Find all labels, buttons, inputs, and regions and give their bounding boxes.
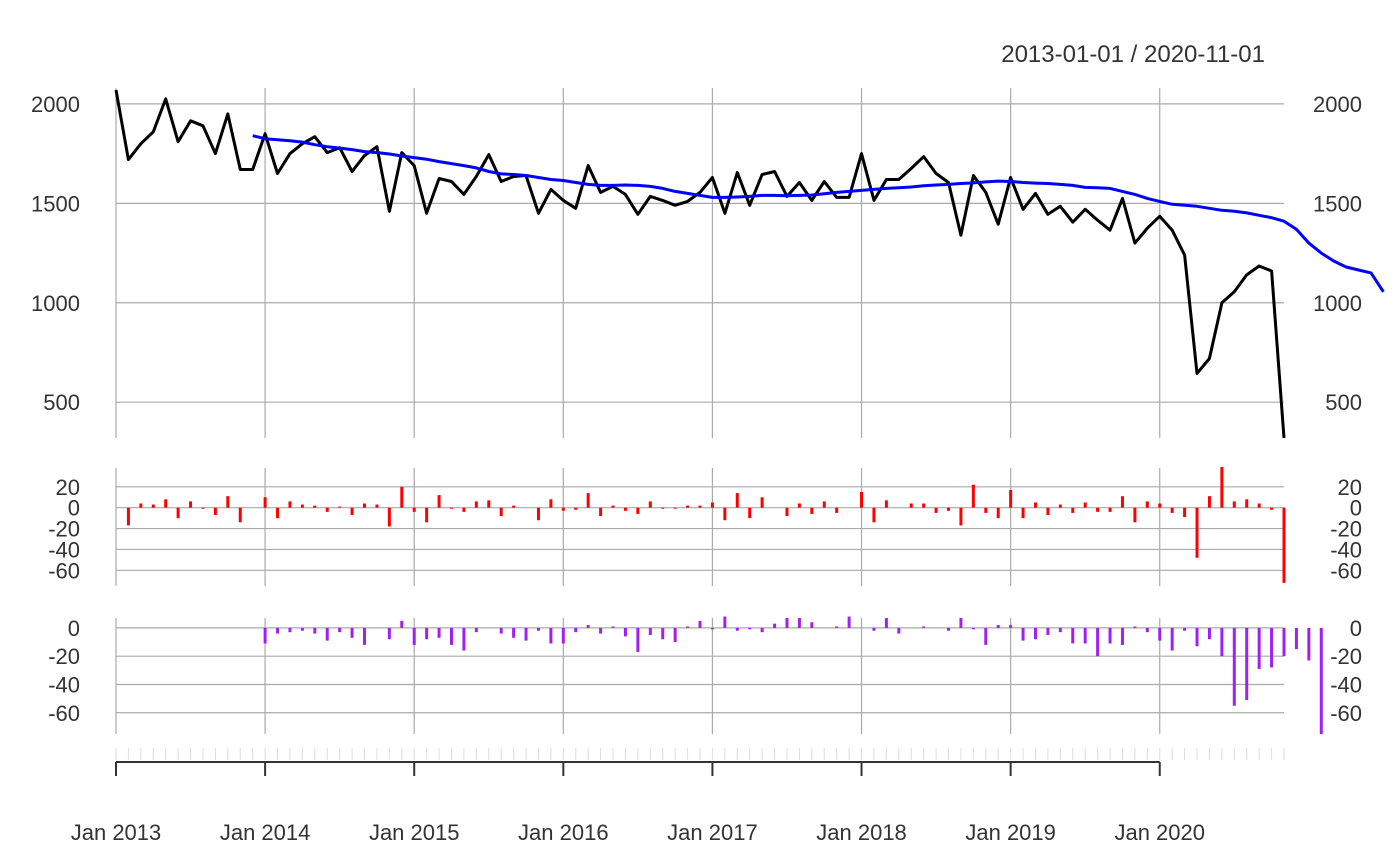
price-panel: 500 500 1000 1000 1500 1500 2000 2000 bbox=[31, 88, 1385, 439]
x-tick-label: Jan 2013 bbox=[71, 820, 162, 845]
y-tick-label-right: -60 bbox=[1330, 558, 1362, 583]
y-tick-label-left: -20 bbox=[48, 517, 80, 542]
y-tick-label-left: 20 bbox=[56, 475, 80, 500]
price-line bbox=[114, 89, 1286, 439]
x-tick-label: Jan 2017 bbox=[667, 820, 758, 845]
x-tick-label: Jan 2020 bbox=[1114, 820, 1205, 845]
y-tick-label-right: -60 bbox=[1330, 701, 1362, 726]
y-tick-label-left: -60 bbox=[48, 558, 80, 583]
y-tick-label-right: 500 bbox=[1325, 390, 1362, 415]
x-tick-label: Jan 2016 bbox=[518, 820, 609, 845]
y-tick-label-right: 0 bbox=[1350, 496, 1362, 521]
y-tick-label-left: 500 bbox=[43, 390, 80, 415]
y-tick-label-right: -20 bbox=[1330, 517, 1362, 542]
y-tick-label-right: -20 bbox=[1330, 644, 1362, 669]
y-tick-label-right: 0 bbox=[1350, 616, 1362, 641]
x-axis: Jan 2013 Jan 2014 Jan 2015 Jan 2016 Jan 2017… bbox=[71, 748, 1285, 845]
y-tick-label-left: -20 bbox=[48, 644, 80, 669]
x-tick-label: Jan 2015 bbox=[369, 820, 460, 845]
x-tick-label: Jan 2018 bbox=[816, 820, 907, 845]
y-tick-label-right: 1000 bbox=[1313, 291, 1362, 316]
y-tick-label-left: 1000 bbox=[31, 291, 80, 316]
x-tick-label: Jan 2014 bbox=[220, 820, 311, 845]
y-tick-label-left: 0 bbox=[68, 616, 80, 641]
y-tick-label-left: 2000 bbox=[31, 92, 80, 117]
y-tick-label-left: -40 bbox=[48, 537, 80, 562]
y-tick-label-left: -40 bbox=[48, 672, 80, 697]
x-tick-label: Jan 2019 bbox=[965, 820, 1056, 845]
y-tick-label-right: 20 bbox=[1338, 475, 1362, 500]
y-tick-label-left: -60 bbox=[48, 701, 80, 726]
yearly-change-panel: 0 0 -20 -20 -40 -40 -60 -60 bbox=[48, 616, 1362, 734]
moving_average-line bbox=[252, 134, 1385, 293]
y-tick-label-left: 0 bbox=[68, 496, 80, 521]
monthly-change-panel: 20 200 0-20 -20-40 -40-60 -60 bbox=[48, 466, 1362, 586]
y-tick-label-left: 1500 bbox=[31, 191, 80, 216]
y-tick-label-right: -40 bbox=[1330, 672, 1362, 697]
y-tick-label-right: -40 bbox=[1330, 537, 1362, 562]
y-tick-label-right: 2000 bbox=[1313, 92, 1362, 117]
date-range-label: 2013-01-01 / 2020-11-01 bbox=[1001, 41, 1265, 68]
y-tick-label-right: 1500 bbox=[1313, 191, 1362, 216]
